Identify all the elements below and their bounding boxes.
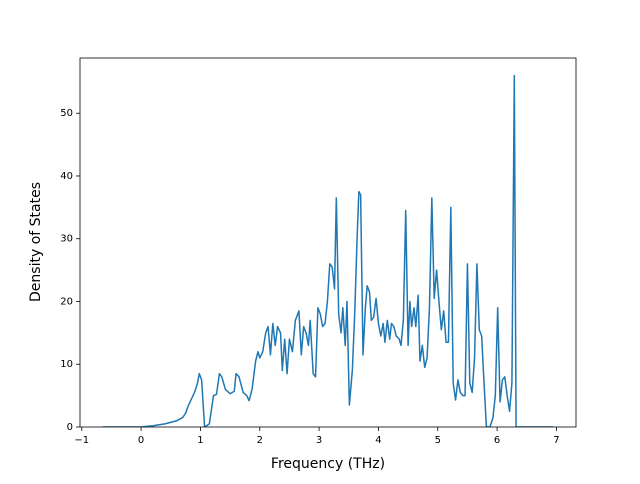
x-tick-label: 7 [553, 435, 559, 446]
x-tick-label: 0 [138, 435, 144, 446]
x-tick-label: −1 [74, 435, 89, 446]
data-line [102, 74, 554, 427]
x-tick-label: 5 [435, 435, 441, 446]
y-axis-label: Density of States [28, 182, 44, 302]
x-tick-label: 6 [494, 435, 500, 446]
x-axis-label: Frequency (THz) [271, 456, 385, 472]
y-tick-label: 0 [67, 422, 73, 433]
x-tick-label: 1 [197, 435, 203, 446]
axes-frame [79, 57, 577, 428]
y-tick-label: 50 [60, 108, 73, 119]
y-tick-label: 10 [60, 359, 73, 370]
y-tick-label: 20 [60, 296, 73, 307]
x-tick-label: 2 [257, 435, 263, 446]
y-tick-label: 30 [60, 234, 73, 245]
y-tick-label: 40 [60, 171, 73, 182]
x-tick-label: 4 [375, 435, 381, 446]
x-tick-label: 3 [316, 435, 322, 446]
